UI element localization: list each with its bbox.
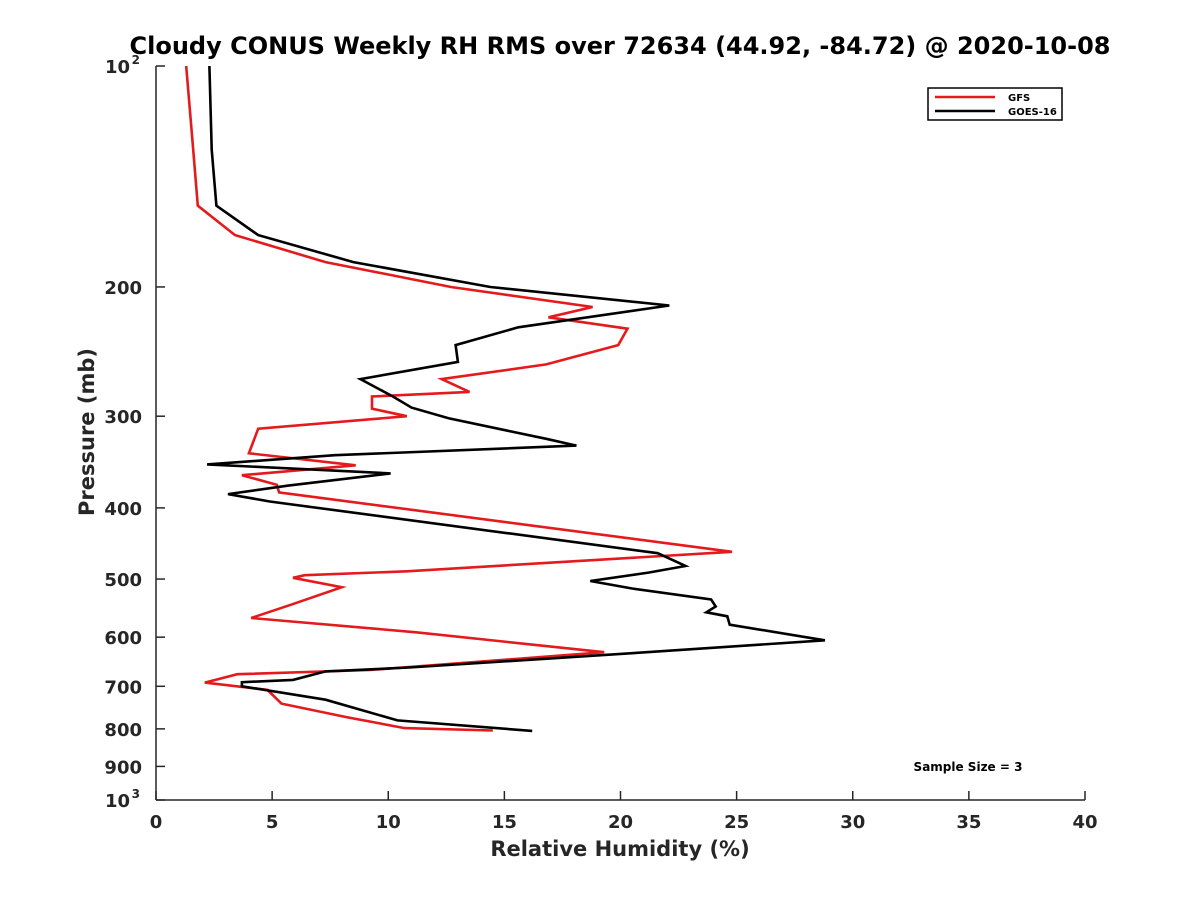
legend-label-gfs: GFS: [1008, 93, 1030, 104]
x-tick-label: 25: [724, 812, 749, 833]
legend-box: [927, 87, 1063, 121]
y-tick-label-base: 10: [105, 57, 130, 78]
y-tick-label: 600: [104, 628, 142, 649]
plot-area: [155, 66, 1085, 801]
x-tick-label: 0: [150, 812, 163, 833]
series-line-gfs: [184, 65, 733, 732]
sample-size-annotation: Sample Size = 3: [914, 760, 1023, 774]
y-tick-label-exponent: 2: [132, 53, 140, 67]
x-tick-label: 15: [492, 812, 517, 833]
y-tick-label: 500: [104, 570, 142, 591]
x-tick-label: 20: [608, 812, 633, 833]
series-line-goes-16: [207, 65, 826, 733]
y-tick-label: 200: [104, 278, 142, 299]
x-axis-label: Relative Humidity (%): [490, 837, 749, 861]
x-tick-label: 5: [266, 812, 279, 833]
series-layer: [184, 65, 826, 733]
y-tick-label: 300: [104, 407, 142, 428]
legend-label-goes16: GOES-16: [1008, 107, 1057, 118]
chart-title: Cloudy CONUS Weekly RH RMS over 72634 (4…: [130, 32, 1111, 60]
y-tick-label: 900: [104, 757, 142, 778]
y-axis-label: Pressure (mb): [75, 348, 99, 516]
x-axis-ticks: 0 5 10 15 20 25 30 35 40: [150, 791, 1098, 833]
y-tick-label: 800: [104, 720, 142, 741]
x-tick-label: 35: [956, 812, 981, 833]
y-tick-label-exponent: 3: [132, 787, 140, 801]
x-tick-label: 40: [1072, 812, 1097, 833]
x-tick-label: 10: [376, 812, 401, 833]
y-tick-label-base: 10: [105, 791, 130, 812]
y-tick-label: 400: [104, 499, 142, 520]
y-tick-label: 700: [104, 677, 142, 698]
legend: GFS GOES-16: [927, 87, 1063, 121]
x-tick-label: 30: [840, 812, 865, 833]
